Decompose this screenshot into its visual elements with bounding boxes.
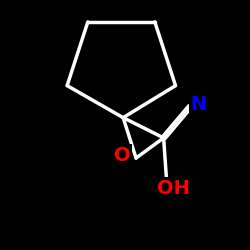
Text: O: O xyxy=(114,146,130,165)
Text: OH: OH xyxy=(157,179,190,198)
Text: N: N xyxy=(190,95,206,114)
